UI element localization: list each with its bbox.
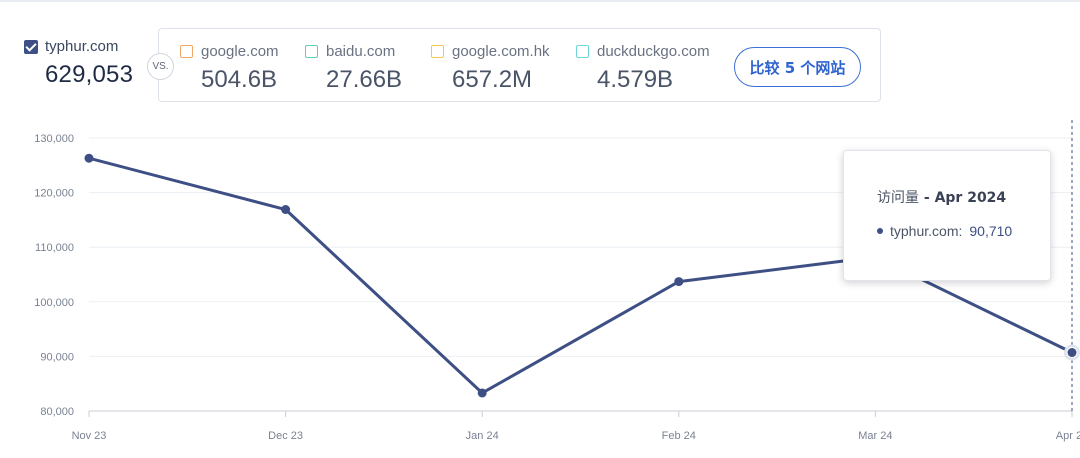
- competitor-value: 27.66B: [326, 66, 403, 93]
- competitor-name: google.com.hk: [452, 43, 550, 60]
- tooltip-site: typhur.com:: [890, 223, 963, 239]
- primary-site-total: 629,053: [45, 61, 134, 88]
- top-divider: [0, 0, 1080, 2]
- competitor-google: google.com 504.6B: [180, 43, 279, 94]
- y-tick-label: 80,000: [40, 406, 74, 418]
- competitor-name: duckduckgo.com: [597, 43, 710, 60]
- primary-site-name: typhur.com: [45, 38, 119, 55]
- tooltip-separator: -: [919, 190, 935, 206]
- primary-site: typhur.com 629,053: [24, 38, 149, 89]
- x-tick-label: Apr 24: [1056, 430, 1080, 442]
- visits-line-chart: 80,000 90,000 100,000 110,000 120,000 130,000…: [34, 120, 1080, 442]
- tooltip-date: Apr 2024: [934, 190, 1007, 206]
- competitor-checkbox-icon[interactable]: [305, 45, 318, 58]
- data-point: [674, 277, 684, 287]
- competitor-duckduckgo: duckduckgo.com 4.579B: [576, 43, 710, 94]
- tooltip-series-row: typhur.com: 90,710: [877, 223, 1012, 239]
- tooltip-title: 访问量 - Apr 2024: [877, 187, 1006, 207]
- competitor-panel: google.com 504.6B baidu.com 27.66B googl…: [158, 28, 881, 102]
- primary-checkbox-icon[interactable]: [24, 39, 38, 54]
- competitor-checkbox-icon[interactable]: [431, 45, 444, 58]
- competitor-baidu: baidu.com 27.66B: [305, 43, 402, 94]
- y-tick-label: 130,000: [34, 133, 74, 145]
- vs-badge: VS.: [147, 53, 174, 80]
- competitor-value: 4.579B: [597, 66, 674, 93]
- y-tick-label: 90,000: [40, 351, 74, 363]
- y-tick-label: 110,000: [35, 242, 74, 254]
- data-point: [477, 388, 487, 398]
- x-tick-label: Nov 23: [72, 430, 107, 442]
- competitor-checkbox-icon[interactable]: [180, 45, 193, 58]
- x-tick-label: Mar 24: [858, 430, 892, 442]
- competitor-name: google.com: [201, 43, 279, 60]
- data-point: [281, 205, 291, 215]
- competitor-value: 504.6B: [201, 66, 278, 93]
- competitor-value: 657.2M: [452, 66, 533, 93]
- competitor-google-hk: google.com.hk 657.2M: [431, 43, 550, 94]
- compare-sites-button[interactable]: 比较 5 个网站: [734, 47, 861, 87]
- data-point: [84, 153, 94, 163]
- y-tick-label: 100,000: [34, 297, 74, 309]
- series-dot-icon: [877, 228, 883, 234]
- competitor-name: baidu.com: [326, 43, 396, 60]
- x-tick-label: Dec 23: [268, 430, 303, 442]
- x-tick-label: Jan 24: [466, 430, 499, 442]
- tooltip-value: 90,710: [969, 223, 1013, 239]
- y-tick-label: 120,000: [34, 188, 74, 200]
- chart-tooltip: 访问量 - Apr 2024 typhur.com: 90,710: [843, 150, 1051, 281]
- data-point-highlighted: [1066, 347, 1078, 359]
- tooltip-metric: 访问量: [877, 190, 919, 206]
- x-axis: Nov 23 Dec 23 Jan 24 Feb 24 Mar 24 Apr 24: [72, 410, 1080, 442]
- competitor-checkbox-icon[interactable]: [576, 45, 589, 58]
- x-tick-label: Feb 24: [662, 430, 696, 442]
- y-axis: 80,000 90,000 100,000 110,000 120,000 130,000: [34, 133, 74, 418]
